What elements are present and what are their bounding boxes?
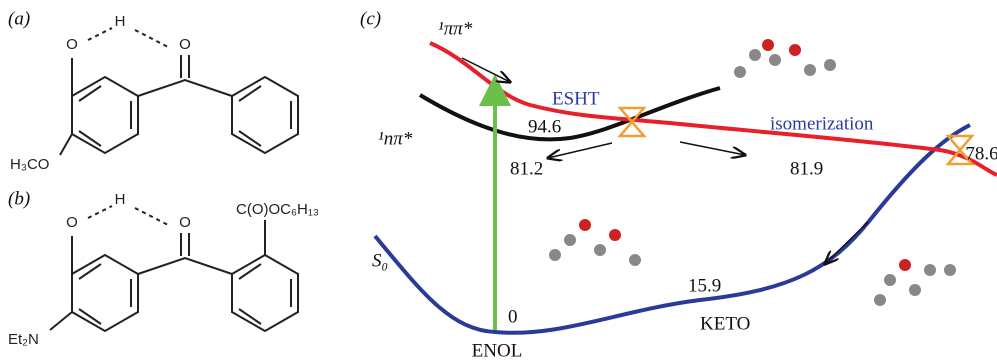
energy: 78.6 bbox=[965, 143, 997, 164]
energy: 81.2 bbox=[510, 158, 543, 179]
ring bbox=[72, 77, 138, 153]
energy: 0 bbox=[508, 306, 518, 327]
panel-label: (a) bbox=[8, 8, 30, 29]
state-label: ¹nπ* bbox=[378, 128, 413, 149]
species: KETO bbox=[700, 313, 750, 334]
ring bbox=[232, 255, 298, 331]
ring-bonds bbox=[239, 86, 291, 146]
ring-bonds bbox=[79, 264, 131, 324]
state-label: ¹ππ* bbox=[438, 18, 473, 39]
energy: 15.9 bbox=[688, 275, 721, 296]
state-label: S₀ bbox=[372, 250, 388, 271]
panel-b: (b) O H O C(O)OC₆H₁₃ Et₂N bbox=[8, 188, 319, 348]
atom: Et₂N bbox=[8, 331, 39, 348]
panel-a: (a) O H O H₃CO bbox=[8, 8, 298, 173]
atom: H₃CO bbox=[10, 156, 49, 173]
panel-label: (c) bbox=[360, 8, 381, 29]
atom: H bbox=[115, 191, 126, 208]
atom: H bbox=[115, 13, 126, 30]
annotation: isomerization bbox=[770, 113, 874, 134]
atom: O bbox=[66, 214, 78, 231]
ring bbox=[232, 77, 298, 153]
energy: 94.6 bbox=[528, 116, 561, 137]
figure: (a) O H O H₃CO (b) O H O C(O)OC₆H₁₃ Et₂N… bbox=[0, 0, 997, 363]
h-bond bbox=[88, 206, 170, 226]
annotation: ESHT bbox=[552, 88, 600, 109]
bonds bbox=[60, 55, 232, 155]
atom: C(O)OC₆H₁₃ bbox=[236, 201, 319, 218]
energy: 81.9 bbox=[790, 158, 823, 179]
molecule-models bbox=[549, 39, 956, 306]
panel-c: (c) ¹ππ* ¹nπ* S₀ ESHT isomerization 94.6… bbox=[360, 8, 997, 361]
ring-bonds bbox=[79, 86, 131, 146]
h-bond bbox=[88, 28, 170, 48]
pi-pi-curve bbox=[430, 43, 997, 175]
panel-label: (b) bbox=[8, 188, 30, 209]
species: ENOL bbox=[472, 340, 523, 361]
atom: O bbox=[179, 214, 191, 231]
atom: O bbox=[179, 36, 191, 53]
atom: O bbox=[66, 36, 78, 53]
ring-bonds bbox=[239, 264, 291, 324]
ring bbox=[72, 255, 138, 331]
